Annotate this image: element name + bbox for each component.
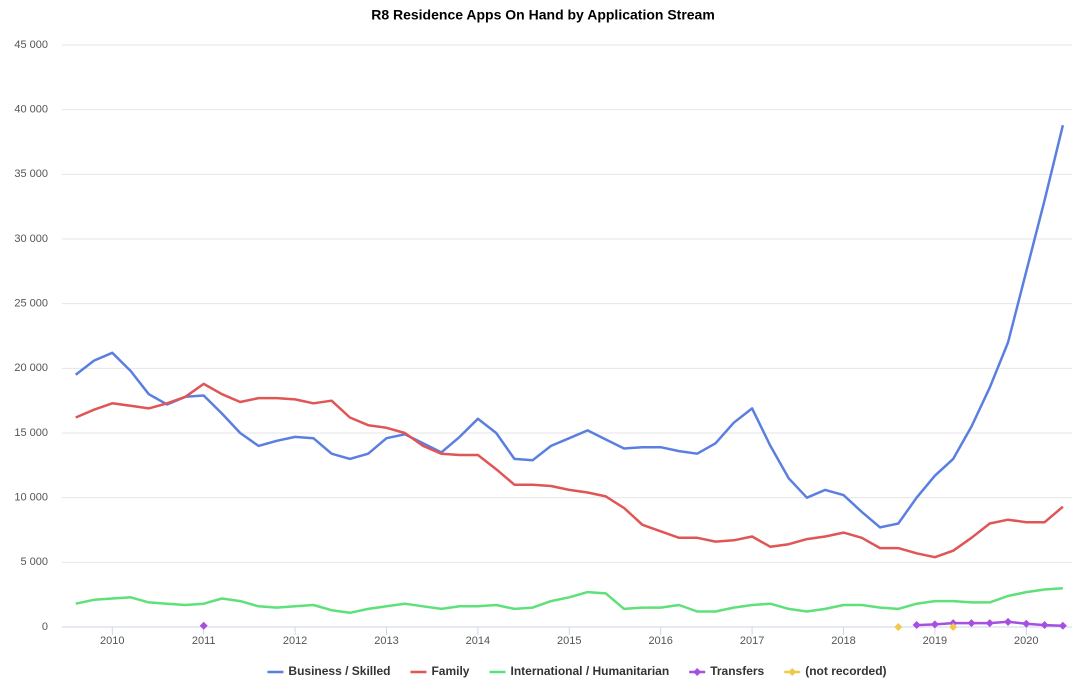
x-tick-label: 2014 (466, 635, 490, 647)
point-marker (1058, 621, 1067, 630)
legend-label: International / Humanitarian (510, 664, 669, 678)
point-marker (894, 623, 903, 631)
legend-label: Transfers (710, 664, 764, 678)
x-tick-label: 2016 (648, 635, 672, 647)
point-marker (199, 621, 208, 630)
legend-label: Business / Skilled (288, 664, 390, 678)
y-tick-label: 30 000 (14, 233, 48, 245)
legend-marker (788, 668, 797, 676)
x-tick-label: 2012 (283, 635, 307, 647)
y-tick-label: 0 (42, 621, 48, 633)
y-tick-label: 10 000 (14, 492, 48, 504)
x-tick-label: 2020 (1014, 635, 1038, 647)
point-marker (912, 621, 921, 630)
series-line (75, 382, 1064, 559)
point-marker (1004, 617, 1013, 626)
chart-title: R8 Residence Apps On Hand by Application… (371, 7, 715, 23)
point-marker (1022, 619, 1031, 628)
x-tick-label: 2010 (100, 635, 124, 647)
y-tick-label: 25 000 (14, 298, 48, 310)
series-line (74, 124, 1065, 529)
x-tick-label: 2011 (192, 635, 216, 647)
series-line (75, 586, 1063, 615)
y-tick-label: 15 000 (14, 427, 48, 439)
y-tick-label: 20 000 (14, 362, 48, 374)
y-tick-label: 45 000 (14, 39, 48, 51)
point-marker (1040, 621, 1049, 630)
x-tick-label: 2018 (831, 635, 855, 647)
y-tick-label: 40 000 (14, 104, 48, 116)
x-tick-label: 2019 (923, 635, 947, 647)
x-tick-label: 2015 (557, 635, 581, 647)
legend-label: (not recorded) (805, 664, 886, 678)
x-tick-label: 2013 (374, 635, 398, 647)
legend-marker (693, 668, 702, 676)
y-tick-label: 5 000 (20, 556, 48, 568)
point-marker (949, 623, 958, 631)
legend-label: Family (431, 664, 469, 678)
y-tick-label: 35 000 (14, 168, 48, 180)
x-tick-label: 2017 (740, 635, 764, 647)
point-marker (930, 620, 939, 629)
point-marker (985, 619, 994, 628)
point-marker (967, 619, 976, 628)
